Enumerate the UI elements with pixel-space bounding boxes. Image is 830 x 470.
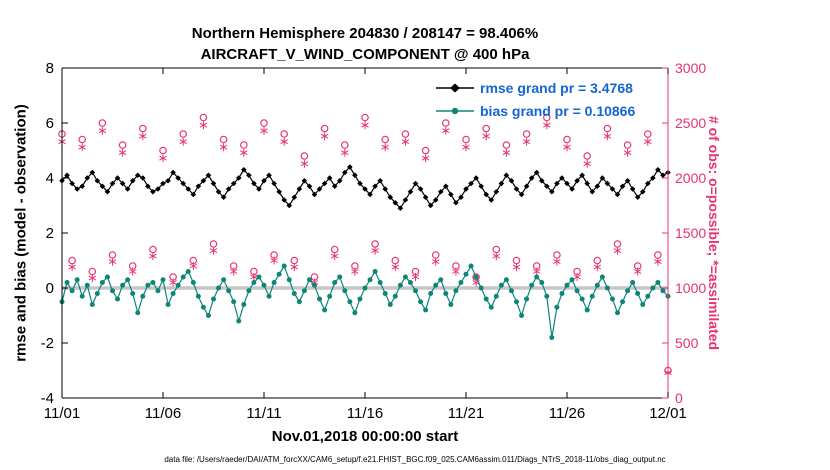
possible-obs-markers — [58, 113, 672, 375]
svg-text:11/01: 11/01 — [44, 405, 80, 422]
x-axis-label: Nov.01,2018 00:00:00 start — [271, 428, 459, 445]
svg-text:0: 0 — [675, 390, 683, 406]
svg-text:2000: 2000 — [675, 170, 706, 186]
svg-text:-4: -4 — [41, 390, 54, 407]
svg-text:2500: 2500 — [675, 115, 706, 131]
bias-markers — [59, 263, 671, 340]
left-axis-label: rmse and bias (model - observation) — [12, 104, 30, 362]
svg-text:11/16: 11/16 — [347, 405, 383, 422]
svg-text:12/01: 12/01 — [649, 405, 687, 422]
svg-text:11/06: 11/06 — [145, 405, 181, 422]
svg-text:8: 8 — [46, 60, 54, 77]
svg-text:4: 4 — [46, 170, 54, 187]
svg-text:6: 6 — [46, 115, 54, 132]
x-axis-ticks: 11/01 11/06 11/11 11/16 11/21 11/26 12/01 — [44, 68, 687, 422]
svg-text:500: 500 — [675, 335, 699, 351]
chart-title-line1: Northern Hemisphere 204830 / 208147 = 98… — [191, 25, 539, 42]
svg-text:2: 2 — [46, 225, 54, 242]
svg-text:11/26: 11/26 — [549, 405, 585, 422]
bias-line-sample — [436, 103, 474, 119]
svg-text:11/11: 11/11 — [246, 405, 281, 422]
bias-legend-label: bias grand pr = 0.10866 — [480, 102, 636, 119]
legend-item-rmse: rmse grand pr = 3.4768 — [436, 76, 635, 99]
svg-text:1500: 1500 — [675, 225, 706, 241]
svg-text:11/21: 11/21 — [448, 405, 484, 422]
rmse-legend-label: rmse grand pr = 3.4768 — [480, 79, 633, 96]
left-axis-ticks: -4 -2 0 2 4 6 8 — [41, 60, 68, 407]
assimilated-obs-markers — [58, 121, 672, 377]
svg-text:0: 0 — [46, 280, 54, 297]
right-axis-label: # of obs: o=possible; *=assimilated — [706, 115, 722, 351]
legend-item-bias: bias grand pr = 0.10866 — [436, 99, 635, 122]
svg-text:-2: -2 — [41, 335, 54, 352]
legend: rmse grand pr = 3.4768 bias grand pr = 0… — [436, 76, 635, 122]
right-axis-ticks: 0 500 1000 1500 2000 2500 3000 — [662, 60, 706, 406]
svg-text:3000: 3000 — [675, 60, 706, 76]
rmse-line-sample — [436, 80, 474, 96]
chart-title-line2: AIRCRAFT_V_WIND_COMPONENT @ 400 hPa — [200, 46, 530, 63]
rmse-markers — [59, 164, 671, 212]
data-file-caption: data file: /Users/raeder/DAI/ATM_forcXX/… — [164, 455, 666, 464]
svg-text:1000: 1000 — [675, 280, 706, 296]
